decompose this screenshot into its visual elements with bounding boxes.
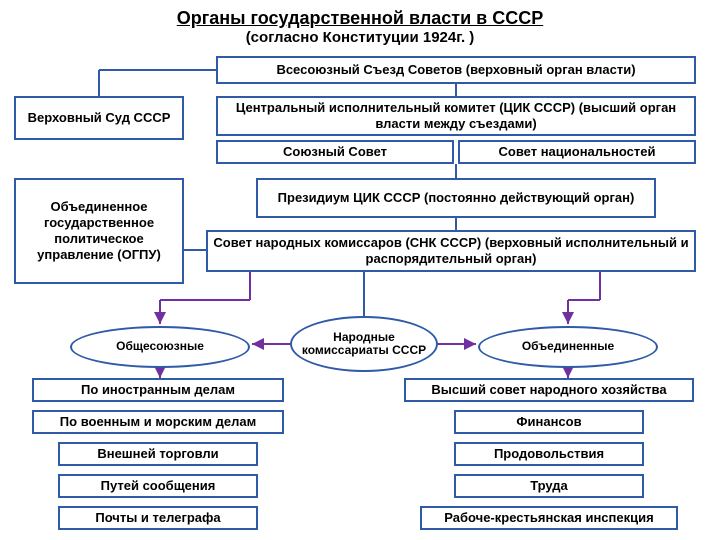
box-soyuz: Союзный Совет: [216, 140, 454, 164]
right-col-1: Финансов: [454, 410, 644, 434]
left-col-0: По иностранным делам: [32, 378, 284, 402]
box-nats: Совет национальностей: [458, 140, 696, 164]
box-court: Верховный Суд СССР: [14, 96, 184, 140]
left-col-1: По военным и морским делам: [32, 410, 284, 434]
ellipse-all-union: Общесоюзные: [70, 326, 250, 368]
box-cik: Центральный исполнительный комитет (ЦИК …: [216, 96, 696, 136]
right-col-3: Труда: [454, 474, 644, 498]
left-col-2: Внешней торговли: [58, 442, 258, 466]
left-col-3: Путей сообщения: [58, 474, 258, 498]
right-col-4: Рабоче-крестьянская инспекция: [420, 506, 678, 530]
right-col-2: Продовольствия: [454, 442, 644, 466]
page-subtitle: (согласно Конституции 1924г. ): [0, 29, 720, 52]
ellipse-united: Объединенные: [478, 326, 658, 368]
ellipse-narkom: Народные комиссариаты СССР: [290, 316, 438, 372]
box-snk: Совет народных комиссаров (СНК СССР) (ве…: [206, 230, 696, 272]
box-congress: Всесоюзный Съезд Советов (верховный орга…: [216, 56, 696, 84]
page-title: Органы государственной власти в СССР: [0, 0, 720, 29]
right-col-0: Высший совет народного хозяйства: [404, 378, 694, 402]
left-col-4: Почты и телеграфа: [58, 506, 258, 530]
box-presidium: Президиум ЦИК СССР (постоянно действующи…: [256, 178, 656, 218]
box-ogpu: Объединенное государственное политическо…: [14, 178, 184, 284]
